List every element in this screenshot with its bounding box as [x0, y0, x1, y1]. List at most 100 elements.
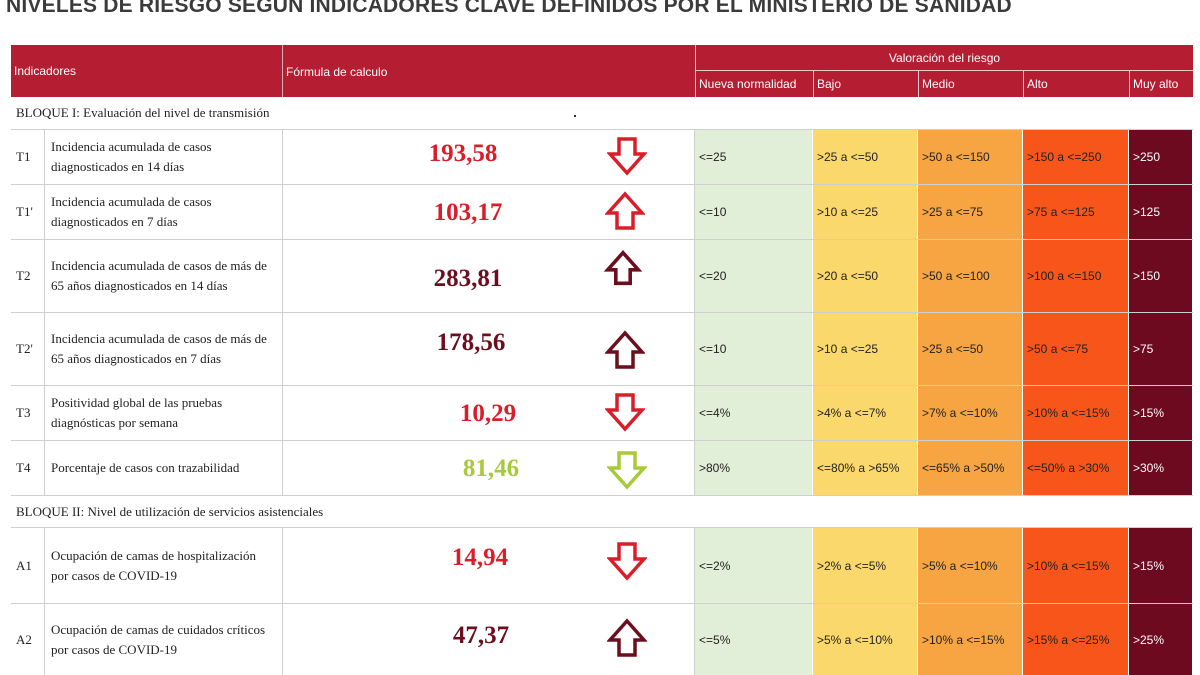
page-title: NIVELES DE RIESGO SEGÚN INDICADORES CLAV…	[6, 0, 1012, 17]
level-alto: >75 a <=125	[1023, 185, 1129, 239]
indicator-code: T1	[11, 130, 45, 184]
indicator-code: T2	[11, 240, 45, 312]
level-muy-alto: >150	[1129, 240, 1193, 312]
level-muy-alto: >125	[1129, 185, 1193, 239]
indicator-value: 193,58	[428, 140, 498, 167]
indicator-code: A1	[11, 528, 45, 603]
level-alto: <=50% a >30%	[1023, 441, 1129, 495]
level-medio: <=65% a >50%	[918, 441, 1023, 495]
formula-cell: 103,17	[283, 185, 695, 239]
level-muy-alto: >30%	[1129, 441, 1193, 495]
table-row-t1-prime: T1' Incidencia acumulada de casos diagno…	[11, 185, 1193, 240]
indicator-name: Incidencia acumulada de casos diagnostic…	[45, 130, 283, 184]
indicator-value: 47,37	[452, 622, 510, 649]
indicator-value: 103,17	[433, 199, 503, 226]
table-row-t1: T1 Incidencia acumulada de casos diagnos…	[11, 130, 1193, 185]
formula-cell: 10,29	[283, 386, 695, 440]
arrow-up-icon	[605, 191, 645, 230]
formula-cell: 283,81	[283, 240, 695, 312]
table-row-a1: A1 Ocupación de camas de hospitalización…	[11, 528, 1193, 604]
level-alto: >10% a <=15%	[1023, 386, 1129, 440]
level-medio: >5% a <=10%	[918, 528, 1023, 603]
arrow-up-icon	[605, 330, 645, 369]
indicator-code: T2'	[11, 313, 45, 385]
header-formula: Fórmula de calculo	[283, 45, 695, 97]
level-bajo: >20 a <=50	[813, 240, 918, 312]
indicator-code: T4	[11, 441, 45, 495]
level-nueva-normalidad: <=10	[695, 185, 813, 239]
level-bajo: >10 a <=25	[813, 313, 918, 385]
table-row-t3: T3 Positividad global de las pruebas dia…	[11, 386, 1193, 441]
formula-cell: 178,56	[283, 313, 695, 385]
level-muy-alto: >15%	[1129, 528, 1193, 603]
level-medio: >25 a <=50	[918, 313, 1023, 385]
arrow-down-icon	[607, 451, 647, 490]
level-nueva-normalidad: >80%	[695, 441, 813, 495]
arrow-down-icon	[607, 542, 647, 581]
indicator-name: Incidencia acumulada de casos de más de …	[45, 313, 283, 385]
level-nueva-normalidad: <=20	[695, 240, 813, 312]
indicator-name: Incidencia acumulada de casos diagnostic…	[45, 185, 283, 239]
level-bajo: >25 a <=50	[813, 130, 918, 184]
arrow-down-icon	[607, 137, 647, 176]
block-header-transmision: BLOQUE I: Evaluación del nivel de transm…	[11, 97, 1193, 130]
level-alto: >100 a <=150	[1023, 240, 1129, 312]
indicator-value: 81,46	[462, 455, 520, 482]
level-alto: >150 a <=250	[1023, 130, 1129, 184]
header-valoracion: Valoración del riesgo	[695, 45, 1193, 71]
header-level-bajo: Bajo	[813, 71, 918, 97]
indicator-name: Ocupación de camas de hospitalización po…	[45, 528, 283, 603]
level-bajo: >10 a <=25	[813, 185, 918, 239]
level-muy-alto: >250	[1129, 130, 1193, 184]
indicator-value: 14,94	[451, 544, 509, 571]
formula-cell: 81,46	[283, 441, 695, 495]
formula-cell: 14,94	[283, 528, 695, 603]
arrow-up-icon	[603, 250, 643, 286]
level-alto: >15% a <=25%	[1023, 604, 1129, 675]
indicator-name: Porcentaje de casos con trazabilidad	[45, 441, 283, 495]
level-medio: >50 a <=100	[918, 240, 1023, 312]
level-nueva-normalidad: <=5%	[695, 604, 813, 675]
level-nueva-normalidad: <=10	[695, 313, 813, 385]
header-indicadores: Indicadores	[11, 45, 283, 97]
table-row-t2-prime: T2' Incidencia acumulada de casos de más…	[11, 313, 1193, 386]
level-medio: >50 a <=150	[918, 130, 1023, 184]
table-row-t2: T2 Incidencia acumulada de casos de más …	[11, 240, 1193, 313]
level-nueva-normalidad: <=25	[695, 130, 813, 184]
level-muy-alto: >75	[1129, 313, 1193, 385]
level-bajo: >2% a <=5%	[813, 528, 918, 603]
level-medio: >10% a <=15%	[918, 604, 1023, 675]
header-level-alto: Alto	[1023, 71, 1129, 97]
header-level-medio: Medio	[918, 71, 1023, 97]
level-bajo: <=80% a >65%	[813, 441, 918, 495]
level-muy-alto: >25%	[1129, 604, 1193, 675]
table-row-t4: T4 Porcentaje de casos con trazabilidad …	[11, 441, 1193, 496]
level-muy-alto: >15%	[1129, 386, 1193, 440]
table-row-a2: A2 Ocupación de camas de cuidados crític…	[11, 604, 1193, 675]
indicator-name: Positividad global de las pruebas diagnó…	[45, 386, 283, 440]
header-level-muy-alto: Muy alto	[1129, 71, 1193, 97]
indicator-code: T1'	[11, 185, 45, 239]
indicator-name: Ocupación de camas de cuidados críticos …	[45, 604, 283, 675]
level-medio: >25 a <=75	[918, 185, 1023, 239]
level-alto: >10% a <=15%	[1023, 528, 1129, 603]
level-alto: >50 a <=75	[1023, 313, 1129, 385]
level-bajo: >5% a <=10%	[813, 604, 918, 675]
indicator-value: 10,29	[459, 400, 517, 427]
indicator-value: 178,56	[436, 329, 506, 356]
level-medio: >7% a <=10%	[918, 386, 1023, 440]
arrow-up-icon	[607, 618, 647, 657]
arrow-down-icon	[605, 393, 645, 432]
level-nueva-normalidad: <=2%	[695, 528, 813, 603]
level-nueva-normalidad: <=4%	[695, 386, 813, 440]
indicator-code: A2	[11, 604, 45, 675]
block-header-servicios-asistenciales: BLOQUE II: Nivel de utilización de servi…	[11, 496, 1193, 528]
header-level-nueva-normalidad: Nueva normalidad	[695, 71, 813, 97]
formula-cell: 47,37	[283, 604, 695, 675]
indicator-code: T3	[11, 386, 45, 440]
formula-cell: 193,58	[283, 130, 695, 184]
stray-dot	[574, 115, 576, 117]
indicator-name: Incidencia acumulada de casos de más de …	[45, 240, 283, 312]
indicator-value: 283,81	[433, 265, 503, 292]
level-bajo: >4% a <=7%	[813, 386, 918, 440]
